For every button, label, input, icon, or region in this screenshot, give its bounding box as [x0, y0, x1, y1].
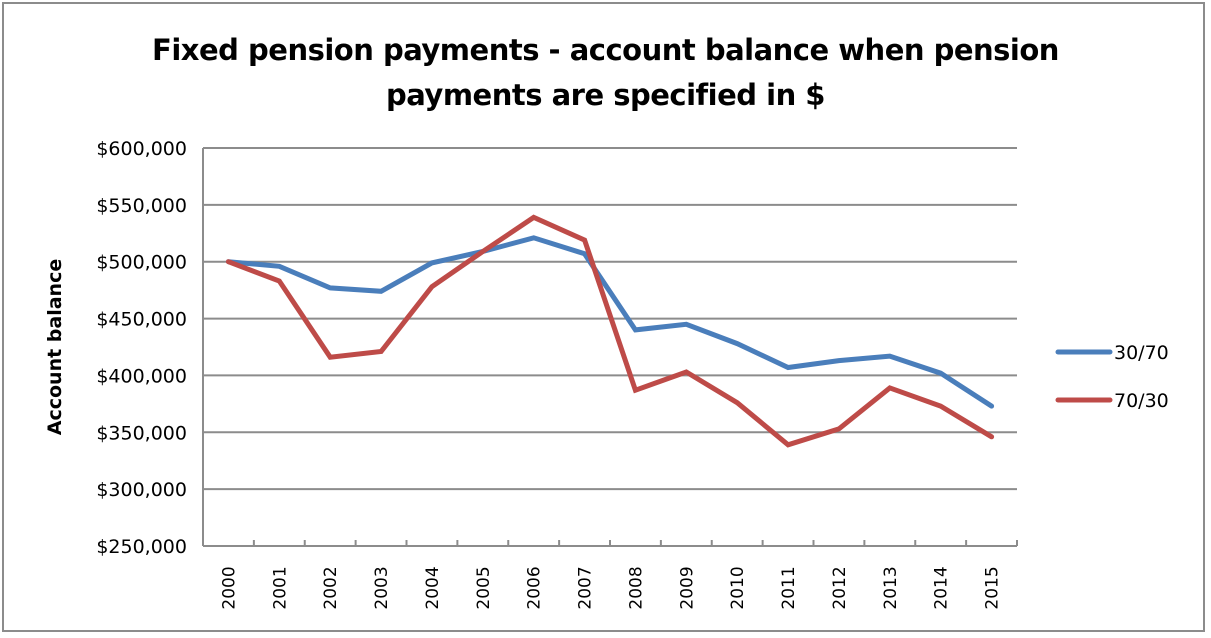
- y-axis-ticks: $250,000 $300,000 $350,000 $400,000 $450,000…: [96, 138, 187, 558]
- series-line-70-30: [225, 214, 995, 448]
- legend-label: 70/30: [1114, 390, 1169, 412]
- y-tick-label: $350,000: [96, 422, 187, 444]
- y-tick-label: $450,000: [96, 309, 187, 331]
- y-tick-label: $300,000: [96, 479, 187, 501]
- series-line-30-70: [225, 235, 995, 409]
- x-tick-label: 2006: [525, 566, 545, 609]
- x-tick-label: 2012: [830, 566, 850, 609]
- y-tick-label: $400,000: [96, 365, 187, 387]
- x-tick-label: 2008: [626, 566, 646, 609]
- y-tick-label: $500,000: [96, 252, 187, 274]
- y-tick-label: $250,000: [96, 536, 187, 558]
- y-axis-label: Account balance: [44, 259, 66, 435]
- x-tick-label: 2005: [474, 566, 494, 609]
- x-tick-label: 2009: [677, 566, 697, 609]
- x-tick-label: 2003: [372, 566, 392, 609]
- x-tick-label: 2000: [219, 566, 239, 609]
- x-tick-label: 2010: [728, 566, 748, 609]
- y-tick-label: $550,000: [96, 195, 187, 217]
- x-tick-label: 2015: [983, 566, 1003, 609]
- x-tick-label: 2013: [881, 566, 901, 609]
- x-tick-label: 2007: [576, 566, 596, 609]
- x-tick-label: 2011: [779, 566, 799, 609]
- y-tick-label: $600,000: [96, 138, 187, 160]
- axes: [202, 148, 1018, 547]
- series-lines: [225, 214, 995, 448]
- x-axis-ticks: 2000 2001 2002 2003 2004 2005 2006 2007 2008 2009…: [219, 566, 1002, 609]
- x-tick-label: 2002: [321, 566, 341, 609]
- chart-title: Fixed pension payments - account balance…: [0, 28, 1211, 118]
- chart-title-line-1: Fixed pension payments - account balance…: [152, 33, 1059, 67]
- legend-label: 30/70: [1114, 342, 1169, 364]
- x-tick-label: 2004: [423, 566, 443, 609]
- x-tick-label: 2014: [932, 566, 952, 609]
- chart-title-line-2: payments are specified in $: [386, 78, 826, 112]
- legend: 30/70 70/30: [1055, 342, 1169, 412]
- x-tick-label: 2001: [270, 566, 290, 609]
